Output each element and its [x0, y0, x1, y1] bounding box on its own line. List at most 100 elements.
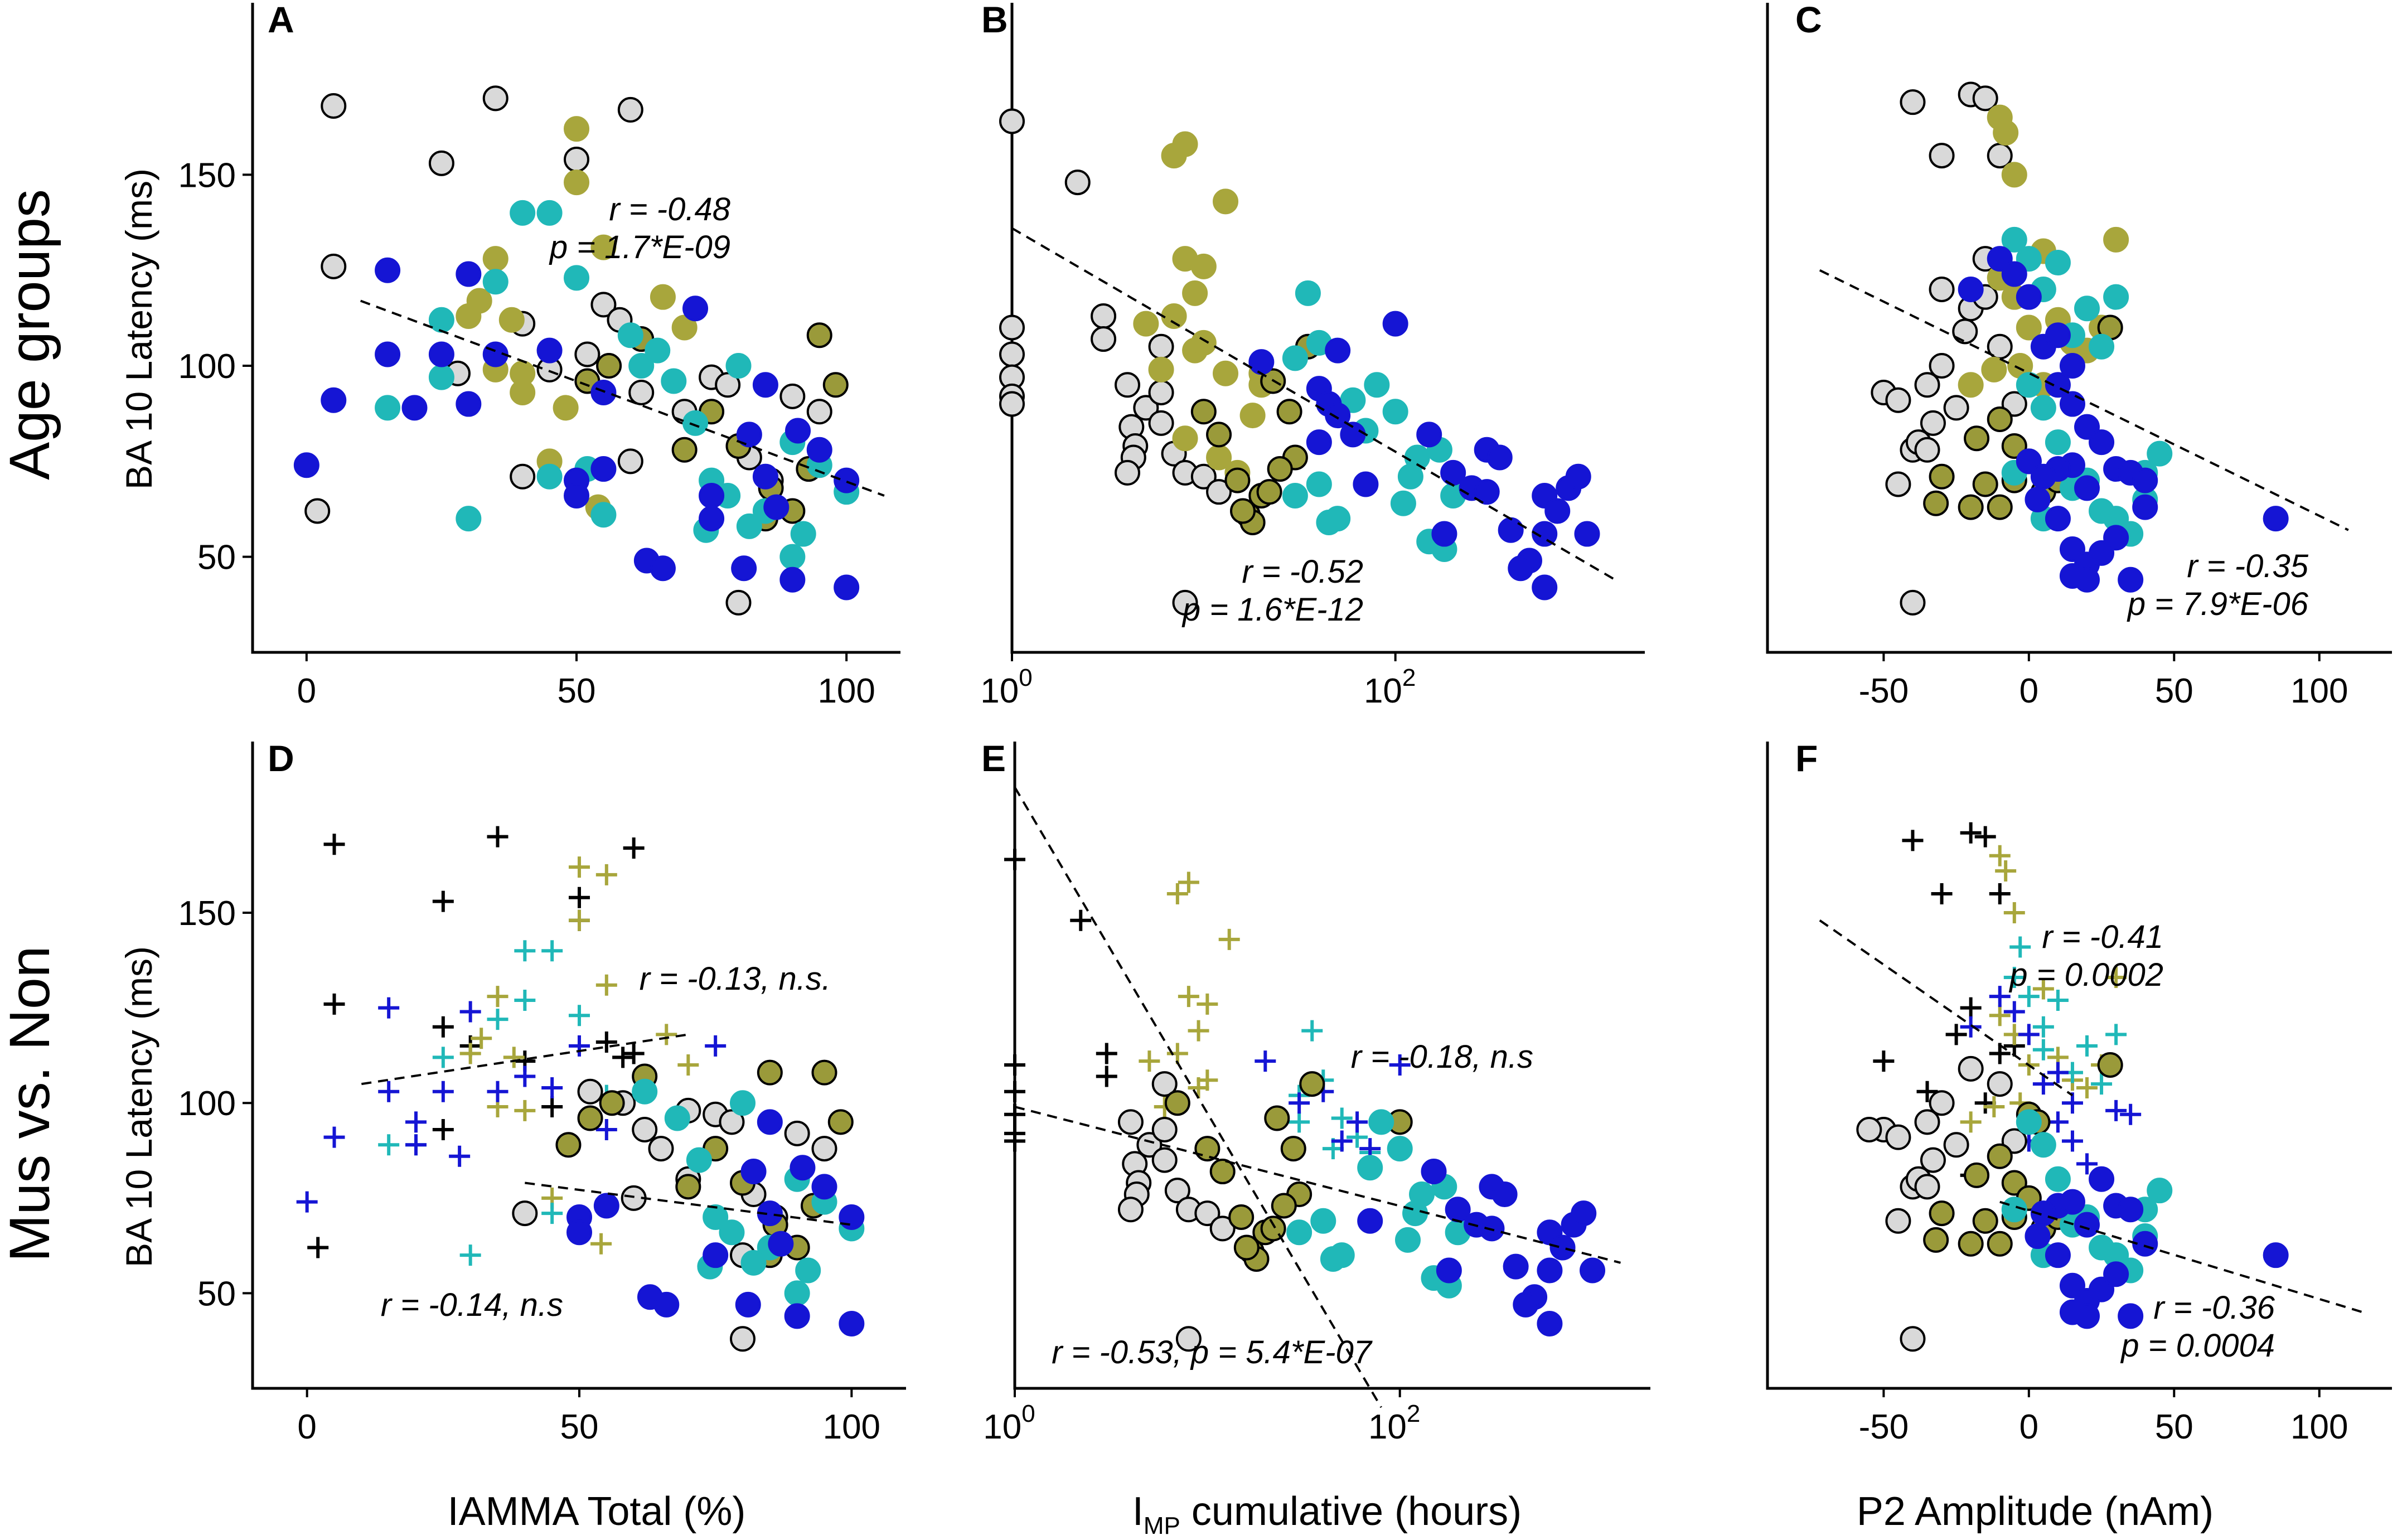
data-point [2032, 1016, 2054, 1038]
data-point [1228, 1204, 1255, 1230]
data-point [428, 150, 454, 176]
data-point [740, 1159, 767, 1185]
data-point [2147, 1178, 2173, 1204]
axes-e [1013, 742, 1650, 1390]
data-point [612, 1047, 634, 1068]
data-point [1115, 459, 1141, 486]
data-point [2018, 986, 2040, 1008]
data-point [811, 1174, 837, 1200]
regression-line [1014, 1106, 1621, 1264]
data-point [1987, 406, 2013, 432]
stat-annotation: r = -0.53, p = 5.4*E-07 [1052, 1334, 1373, 1370]
data-point [795, 1257, 821, 1284]
data-point [1885, 471, 1911, 497]
stat-annotation: r = -0.18, n.s [1351, 1039, 1533, 1075]
data-point [1958, 276, 1984, 302]
data-point [1929, 276, 1955, 302]
data-point [752, 463, 778, 490]
y-tick-label: 50 [197, 539, 236, 577]
data-point [1175, 1326, 1202, 1352]
data-point [487, 826, 508, 848]
axes-a [251, 3, 900, 654]
data-point [307, 1237, 329, 1258]
data-point [1206, 422, 1232, 448]
data-point [1382, 399, 1408, 425]
stat-annotation: r = -0.14, n.s [381, 1287, 563, 1323]
x-tick-label: 0 [297, 1408, 316, 1446]
data-point [432, 1016, 454, 1038]
data-point [1353, 471, 1379, 497]
regression-line [1011, 227, 1616, 581]
x-tick-label: 50 [560, 1408, 599, 1446]
data-point [752, 372, 778, 398]
data-point [1409, 1181, 1435, 1207]
x-axis-label-p2: P2 Amplitude (nAm) [1857, 1489, 2214, 1534]
data-point [304, 498, 331, 524]
data-point [1920, 410, 1946, 436]
data-point [1387, 1136, 1413, 1162]
data-point [784, 1303, 810, 1329]
data-point [790, 521, 816, 547]
data-point [1182, 280, 1208, 306]
data-point [459, 1043, 481, 1064]
data-point [1571, 1200, 1597, 1227]
data-point [595, 974, 617, 996]
data-point [2103, 226, 2129, 253]
data-point [1987, 1231, 2013, 1257]
data-point [1280, 1136, 1306, 1162]
x-tick-label: 102 [1364, 664, 1416, 710]
data-point [1151, 1147, 1178, 1173]
data-point [2059, 391, 2085, 417]
x-tick-label: -50 [1859, 672, 1909, 710]
data-point [1289, 1111, 1310, 1133]
data-point [569, 887, 590, 908]
data-point [686, 1147, 712, 1173]
data-point [806, 322, 832, 348]
panel-f: F -50 0 50 100 r = -0.41p = 0.0002 r = -0.36p … [1766, 738, 2392, 1446]
data-point [1902, 830, 1924, 851]
panel-label: F [1795, 738, 1818, 779]
data-point [1532, 574, 1558, 600]
x-tick-label: 100 [823, 1408, 880, 1446]
data-point [1958, 1055, 1984, 1082]
data-point [650, 555, 676, 582]
data-point [1885, 1208, 1911, 1234]
data-point [1256, 479, 1282, 505]
stat-annotation: p = 0.0002 [2008, 957, 2163, 993]
data-point [487, 1081, 508, 1102]
series-blue [2025, 1166, 2289, 1329]
stat-annotation: r = -0.48 [609, 191, 730, 227]
data-point [2263, 1242, 2289, 1268]
data-point [1382, 311, 1408, 337]
data-point [1310, 1208, 1336, 1234]
data-point [1508, 555, 1534, 582]
data-point [541, 940, 563, 962]
data-point [2030, 1132, 2056, 1158]
data-point [595, 864, 617, 885]
x-tick-exponent: 2 [1407, 1400, 1420, 1427]
data-point [482, 85, 508, 112]
panel-label: E [981, 738, 1006, 779]
x-tick-label: 0 [297, 672, 316, 710]
data-point [536, 337, 563, 364]
data-point [2001, 261, 2027, 287]
data-point [1885, 1124, 1911, 1150]
x-tick-base: 10 [983, 1408, 1021, 1446]
data-point [1190, 330, 1217, 356]
data-point [1491, 1181, 1518, 1207]
data-point [2074, 1212, 2100, 1238]
data-point [487, 986, 508, 1008]
data-point [2105, 967, 2127, 989]
data-point [323, 993, 345, 1015]
data-point [401, 395, 428, 421]
data-point [1856, 1117, 1882, 1142]
data-point [645, 337, 671, 364]
data-point [699, 506, 725, 532]
data-point [2025, 486, 2051, 512]
data-point [2016, 314, 2042, 341]
data-point [482, 246, 508, 272]
data-point [1190, 253, 1217, 279]
data-point [1233, 1234, 1260, 1261]
data-point [2001, 226, 2027, 253]
